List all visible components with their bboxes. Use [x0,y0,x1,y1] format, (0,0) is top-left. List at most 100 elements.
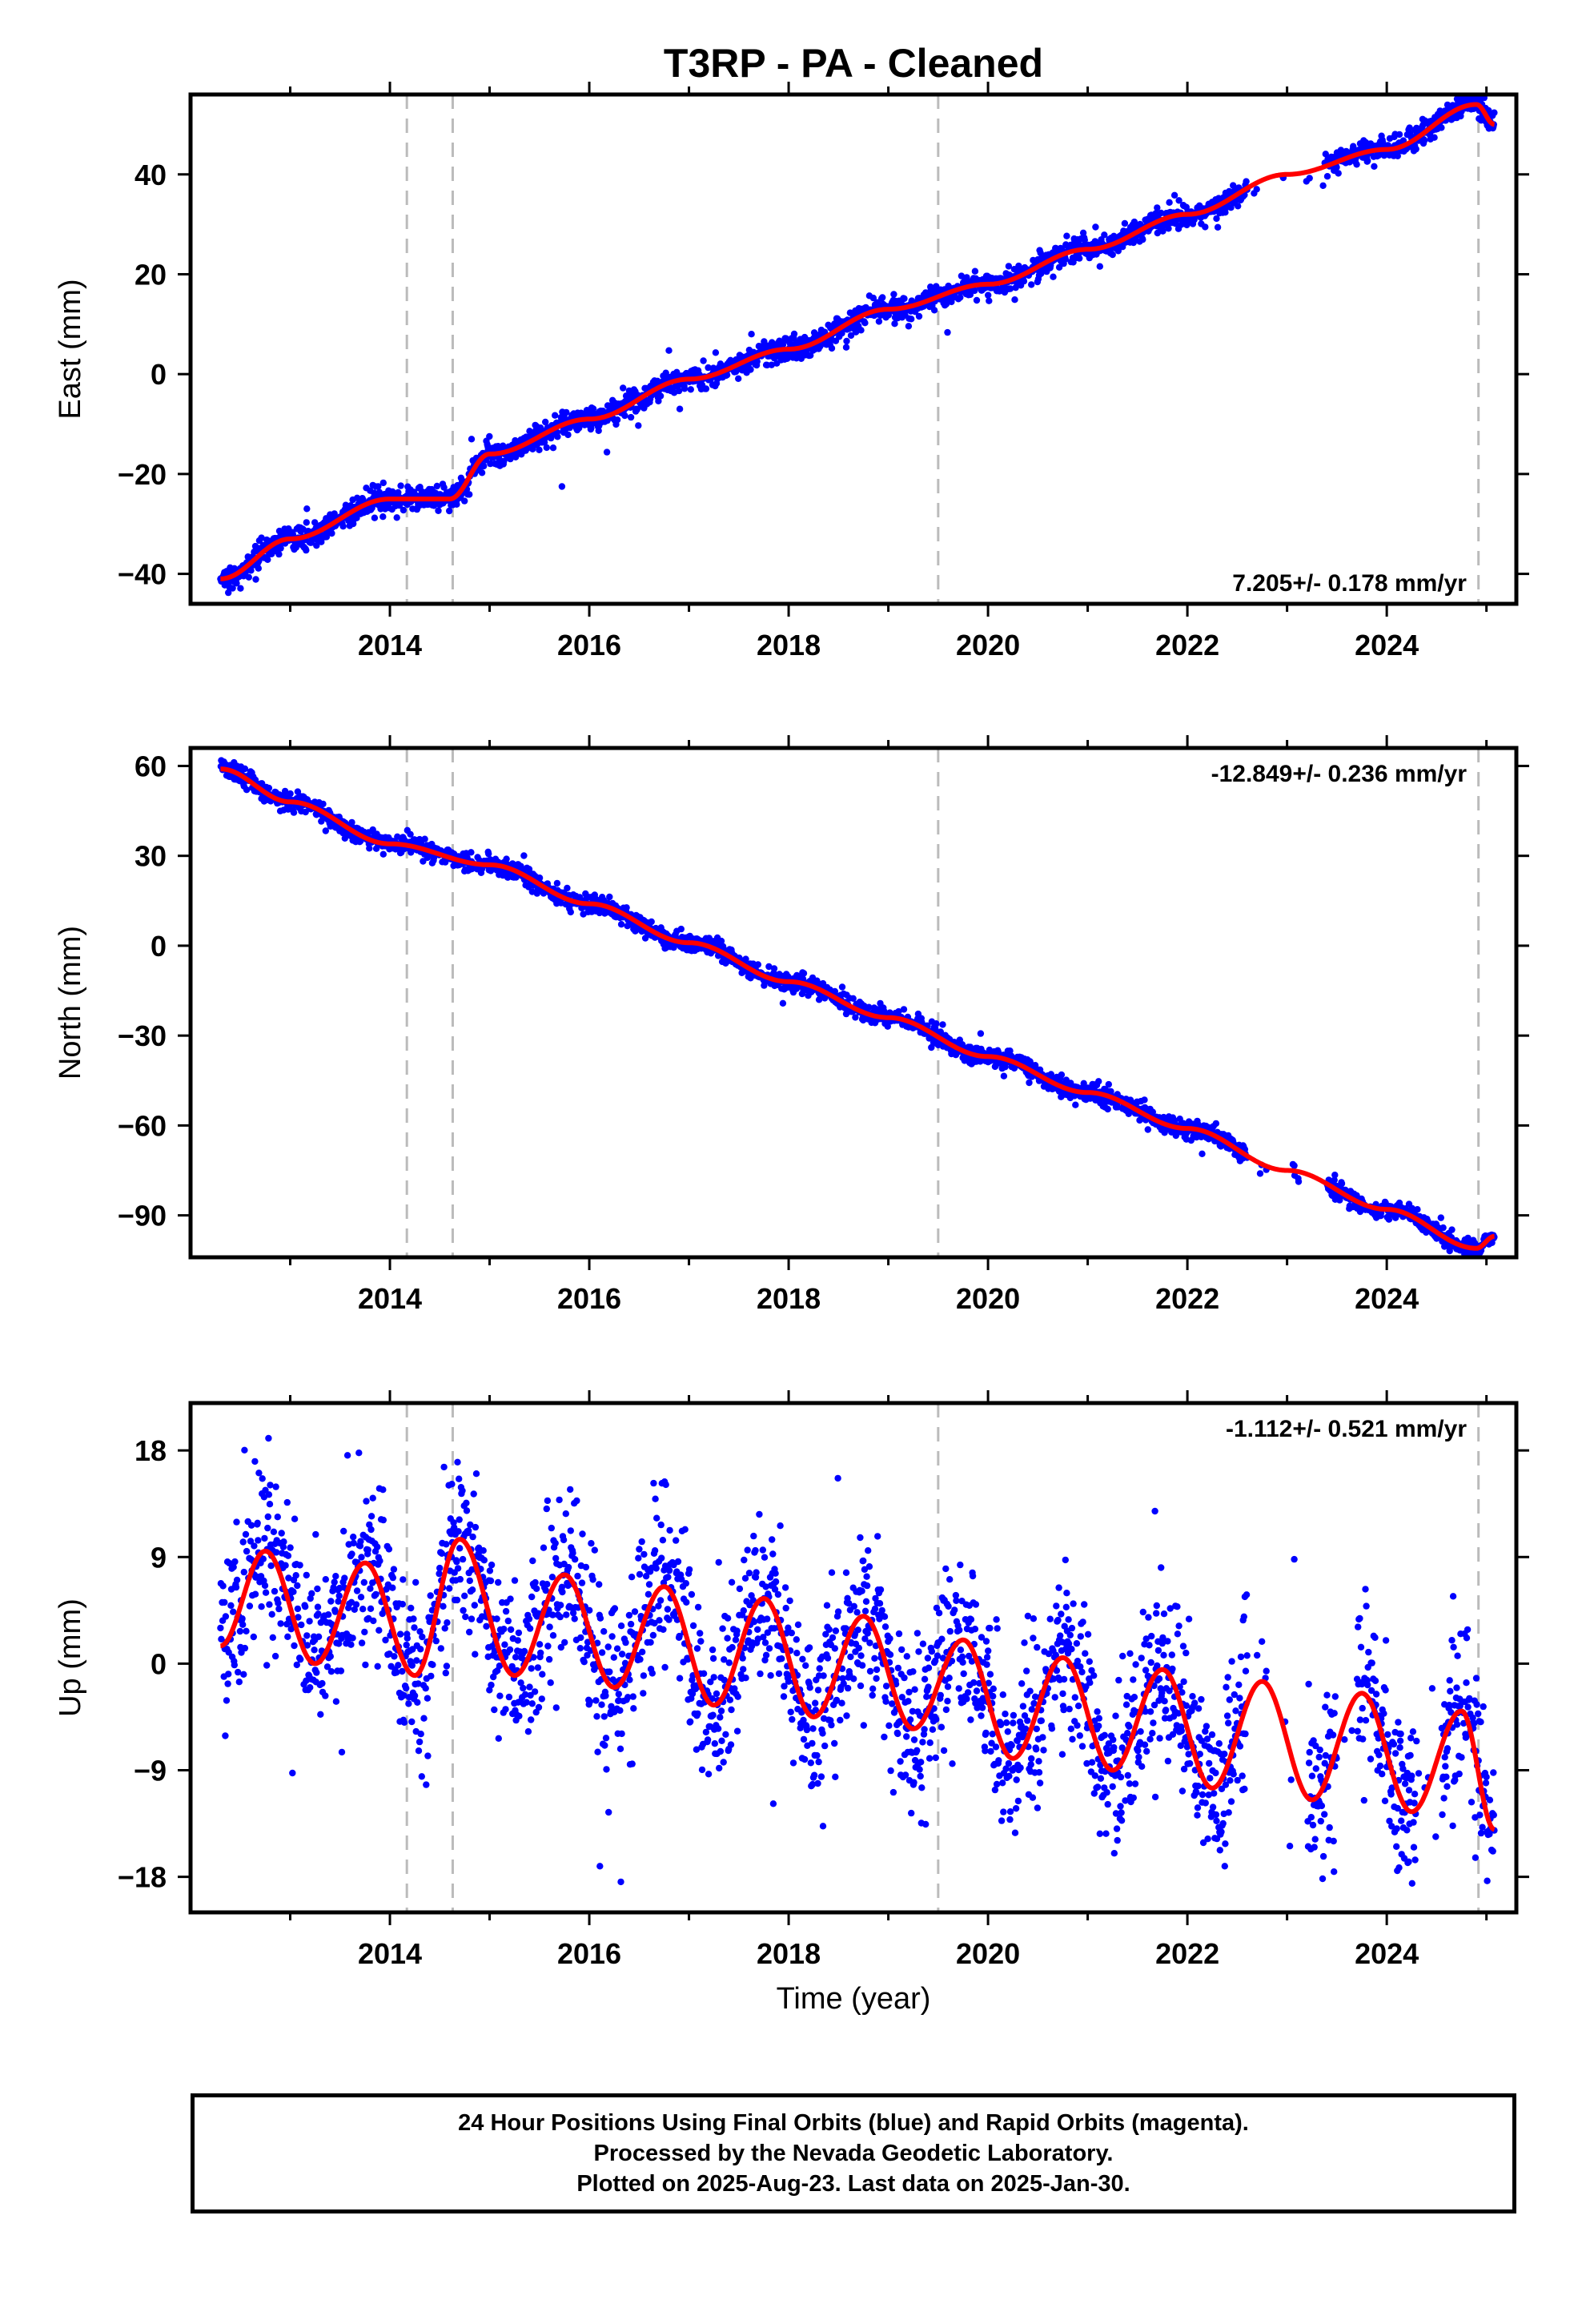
data-point [543,444,550,452]
data-point [1379,139,1387,147]
data-point [1020,278,1028,285]
data-point [838,983,846,991]
data-point [1375,151,1383,159]
data-point [700,357,707,364]
data-point [1072,1101,1079,1108]
data-point [1335,170,1342,177]
data-point [442,858,449,866]
data-point [542,418,549,426]
panel-east: 2014 2016 2018 2020 2022 2024−40−2002040East … [54,82,1529,661]
data-point [277,545,284,552]
data-point [509,860,516,867]
data-point [985,292,992,299]
data-point [229,585,236,592]
data-point [567,908,574,916]
data-point [468,849,475,856]
data-point [1295,1178,1303,1185]
data-point [1096,263,1104,270]
rate-label: -12.849+/- 0.236 mm/yr [1211,761,1468,787]
y-tick-label: 30 [135,840,167,873]
x-tick-label: 2022 [1155,629,1219,661]
data-point [478,469,486,476]
data-point [536,446,543,453]
data-point [1101,231,1108,239]
x-tick-label: 2022 [1155,1282,1219,1315]
data-point [977,1030,985,1037]
data-point [1199,1150,1206,1158]
data-point [435,507,442,514]
data-point [1105,1080,1113,1088]
data-point [635,422,642,429]
data-point [313,542,320,549]
data-point [875,318,883,325]
data-point [1141,1096,1148,1104]
data-point [1364,157,1371,164]
data-point [255,565,262,572]
data-point [328,529,335,537]
data-point [1406,124,1413,131]
data-point [1166,199,1173,206]
data-point [656,392,665,400]
data-point [520,852,528,859]
data-point [712,349,720,356]
y-tick-label: −60 [118,1109,167,1142]
data-point [1491,109,1498,116]
data-point [1144,1126,1152,1133]
data-point [397,482,404,489]
data-point [400,506,408,514]
data-point [1253,186,1260,193]
data-point [1055,263,1063,271]
data-point [768,361,775,368]
data-point [606,893,613,901]
fit-line [219,102,1496,581]
data-point [241,765,249,773]
data-point [558,483,566,490]
y-tick-label: 60 [135,750,167,782]
data-point [869,294,877,302]
data-point [1153,210,1160,217]
data-point [311,519,319,526]
data-point [986,297,993,304]
data-point [687,386,694,393]
data-point [1154,204,1161,211]
x-tick-label: 2024 [1355,629,1419,661]
data-point [549,444,557,452]
data-point [1121,219,1129,227]
data-point [371,514,379,521]
data-point [554,433,561,440]
data-point [1006,285,1014,292]
data-point [1448,1226,1456,1233]
data-point [303,519,310,526]
data-point [675,387,683,395]
data-point [779,999,787,1007]
data-point [1333,163,1340,171]
data-point [375,483,382,490]
data-point [1213,215,1220,223]
x-tick-label: 2018 [757,1282,821,1315]
data-point [1165,225,1172,232]
data-point [790,330,798,338]
x-tick-label: 2024 [1355,1282,1419,1315]
data-point [908,316,915,323]
data-point [466,491,473,498]
data-point [1439,1224,1447,1232]
data-point [1012,284,1019,292]
data-point [676,405,684,412]
data-points [217,94,1498,597]
data-point [677,925,685,933]
data-point [901,295,908,303]
data-point [1058,245,1066,252]
data-point [1235,203,1242,210]
data-point [654,377,661,384]
data-point [245,573,252,581]
data-point [1159,227,1166,235]
data-point [973,296,981,304]
data-point [1243,178,1250,185]
data-point [461,497,468,505]
data-point [617,921,625,928]
data-point [480,462,488,470]
data-point [702,385,710,392]
data-point [1323,173,1331,180]
data-point [971,267,979,275]
x-tick-label: 2016 [557,629,621,661]
